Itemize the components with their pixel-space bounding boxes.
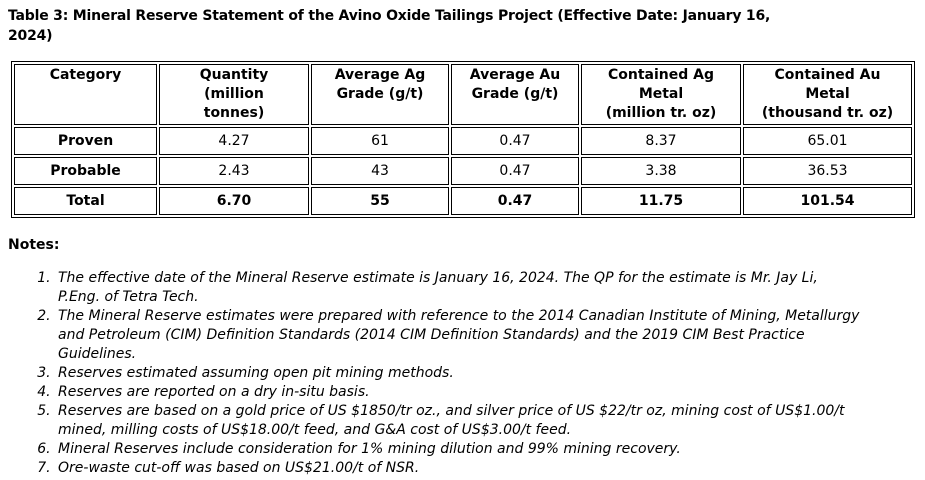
table-cell: 65.01	[743, 127, 912, 155]
table-cell: 8.37	[581, 127, 741, 155]
table-cell: 2.43	[159, 157, 309, 185]
notes-heading: Notes:	[8, 237, 60, 253]
table-cell: 0.47	[451, 127, 579, 155]
note-item: The Mineral Reserve estimates were prepa…	[55, 307, 860, 364]
note-item: The effective date of the Mineral Reserv…	[55, 269, 860, 307]
table-cell: 101.54	[743, 187, 912, 215]
notes-list: The effective date of the Mineral Reserv…	[8, 269, 860, 478]
note-item: Ore-waste cut-off was based on US$21.00/…	[55, 459, 860, 478]
note-item: Reserves estimated assuming open pit min…	[55, 364, 860, 383]
row-probable: Probable 2.43 43 0.47 3.38 36.53	[14, 157, 912, 185]
table-cell: 55	[311, 187, 449, 215]
table-cell: 0.47	[451, 157, 579, 185]
col-header-avg-au-grade: Average Au Grade (g/t)	[451, 64, 579, 125]
col-header-avg-ag-grade: Average Ag Grade (g/t)	[311, 64, 449, 125]
col-header-contained-ag: Contained Ag Metal (million tr. oz)	[581, 64, 741, 125]
mineral-reserve-table: Category Quantity (million tonnes) Avera…	[11, 61, 915, 218]
table-body: Proven 4.27 61 0.47 8.37 65.01 Probable …	[14, 127, 912, 215]
table-cell: 43	[311, 157, 449, 185]
table-cell: 11.75	[581, 187, 741, 215]
table-cell: 4.27	[159, 127, 309, 155]
note-item: Reserves are based on a gold price of US…	[55, 402, 860, 440]
col-header-quantity: Quantity (million tonnes)	[159, 64, 309, 125]
table-cell: 0.47	[451, 187, 579, 215]
col-header-contained-au: Contained Au Metal (thousand tr. oz)	[743, 64, 912, 125]
table-cell: 3.38	[581, 157, 741, 185]
row-total: Total 6.70 55 0.47 11.75 101.54	[14, 187, 912, 215]
table-title: Table 3: Mineral Reserve Statement of th…	[8, 8, 771, 44]
table-cell: 36.53	[743, 157, 912, 185]
row-header: Total	[14, 187, 157, 215]
note-item: Reserves are reported on a dry in-situ b…	[55, 383, 860, 402]
note-item: Mineral Reserves include consideration f…	[55, 440, 860, 459]
table-cell: 61	[311, 127, 449, 155]
row-header: Probable	[14, 157, 157, 185]
row-proven: Proven 4.27 61 0.47 8.37 65.01	[14, 127, 912, 155]
row-header: Proven	[14, 127, 157, 155]
col-header-category: Category	[14, 64, 157, 125]
table-cell: 6.70	[159, 187, 309, 215]
table-header: Category Quantity (million tonnes) Avera…	[14, 64, 912, 125]
header-row: Category Quantity (million tonnes) Avera…	[14, 64, 912, 125]
